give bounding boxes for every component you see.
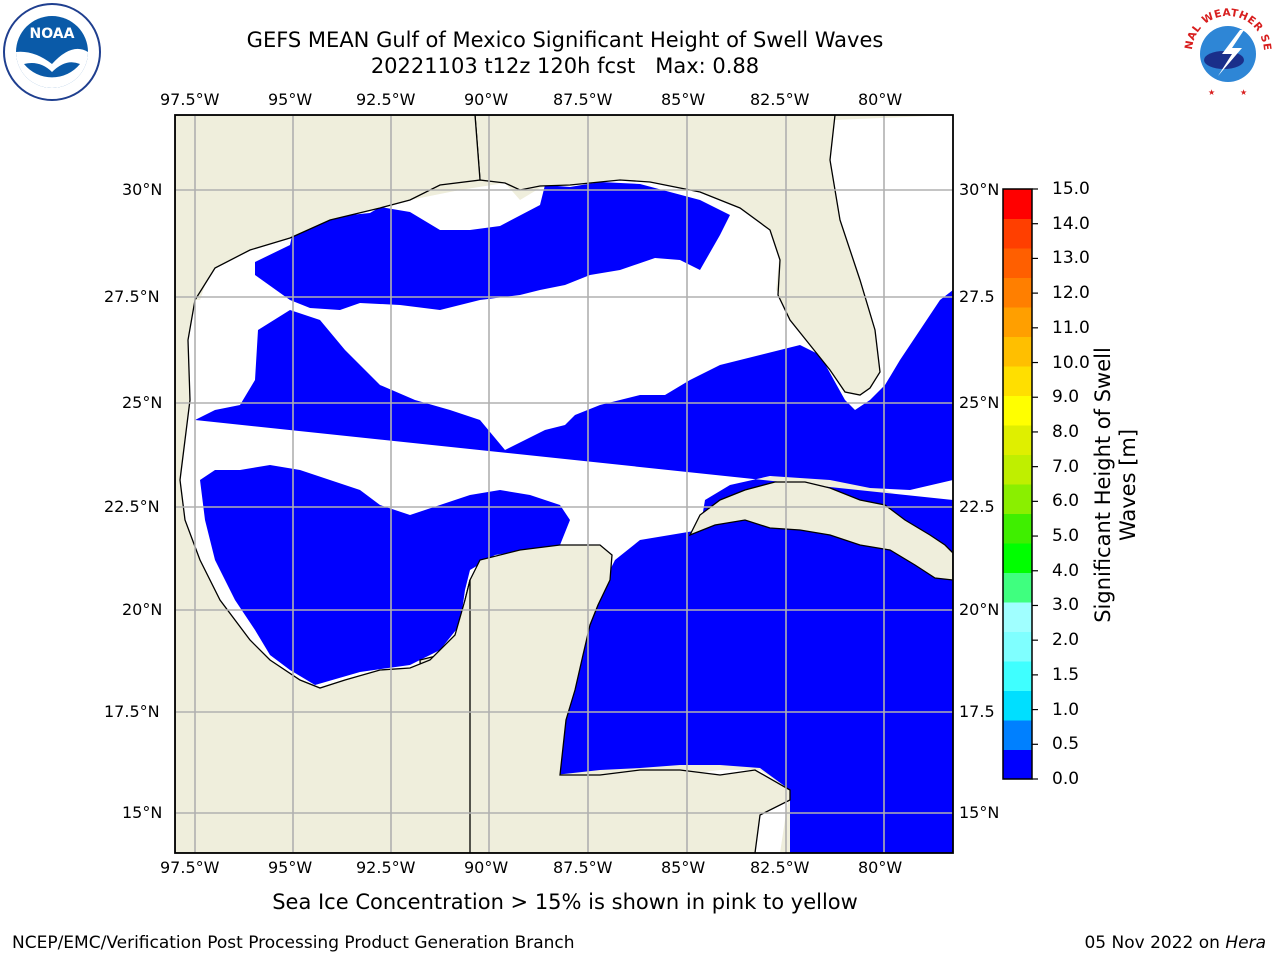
lat-label: 27.5°N	[104, 287, 160, 306]
colorbar-swatch	[1003, 543, 1032, 573]
colorbar-tick-label: 1.0	[1052, 699, 1080, 720]
colorbar-swatch	[1003, 366, 1032, 396]
lat-label: 20°N	[959, 600, 1000, 619]
florida-land	[474, 115, 881, 396]
colorbar-tick-label: 5.0	[1052, 526, 1080, 547]
lon-label: 87.5°W	[553, 858, 613, 877]
colorbar-swatch	[1003, 484, 1032, 514]
machine-name: Hera	[1225, 933, 1266, 953]
colorbar-swatch	[1003, 395, 1032, 426]
chart-title: GEFS MEAN Gulf of Mexico Significant Hei…	[246, 28, 884, 52]
colorbar-swatch	[1003, 690, 1032, 721]
map-frame	[174, 114, 954, 854]
credit-text: NCEP/EMC/Verification Post Processing Pr…	[12, 933, 575, 953]
lat-label: 30°N	[959, 180, 1000, 199]
lon-label: 82.5°W	[750, 90, 810, 109]
lat-label: 25°N	[959, 393, 1000, 412]
colorbar-tick-label: 10.0	[1052, 352, 1090, 373]
colorbar-tick-label: 1.5	[1052, 664, 1080, 685]
mexico-land	[175, 115, 481, 853]
nws-logo: NATIONAL WEATHER SERVICE ★ ★	[1178, 2, 1276, 100]
date-stamp: 05 Nov 2022 on Hera	[1084, 933, 1266, 953]
lat-label: 27.5	[959, 287, 995, 306]
chart-subtitle: 20221103 t12z 120h fcst Max: 0.88	[370, 54, 760, 78]
lat-label: 17.5°N	[104, 702, 160, 721]
colorbar-swatch	[1003, 336, 1032, 367]
lat-label: 22.5°N	[104, 497, 160, 516]
colorbar-swatch	[1003, 661, 1032, 691]
lat-label: 22.5	[959, 497, 995, 516]
colorbar-tick-label: 9.0	[1052, 387, 1080, 408]
lat-label: 30°N	[122, 180, 163, 199]
colorbar-swatch	[1003, 631, 1032, 662]
colorbar-label-line2: Waves [m]	[1116, 428, 1140, 542]
colorbar-swatch	[1003, 218, 1032, 249]
colorbar-swatch	[1003, 425, 1032, 455]
colorbar-tick-label: 12.0	[1052, 283, 1090, 304]
lat-label: 20°N	[122, 600, 163, 619]
colorbar-swatch	[1003, 572, 1032, 603]
colorbar-tick-label: 3.0	[1052, 595, 1080, 616]
noaa-logo-text: NOAA	[30, 26, 75, 42]
lon-label: 80°W	[858, 90, 903, 109]
colorbar-frame	[1002, 188, 1033, 780]
colorbar-tick-label: 15.0	[1052, 179, 1090, 199]
lon-label: 85°W	[661, 90, 706, 109]
sea-ice-note: Sea Ice Concentration > 15% is shown in …	[272, 890, 858, 914]
colorbar-tick-label: 2.0	[1052, 630, 1080, 651]
lon-label: 80°W	[858, 858, 903, 877]
lon-label: 90°W	[464, 858, 509, 877]
colorbar-swatch	[1003, 720, 1032, 750]
gulf-swell-area	[255, 182, 730, 310]
lat-label: 15°N	[959, 803, 1000, 822]
lon-label: 87.5°W	[553, 90, 613, 109]
colorbar-label-line1: Significant Height of Swell	[1091, 347, 1115, 623]
colorbar-tick-label: 13.0	[1052, 248, 1090, 269]
colorbar-tick-label: 7.0	[1052, 456, 1080, 477]
map-gridlines	[175, 115, 953, 853]
lon-label: 97.5°W	[160, 858, 220, 877]
colorbar-swatch	[1003, 248, 1032, 278]
colorbar-tick-label: 0.5	[1052, 734, 1080, 755]
lat-label: 25°N	[122, 393, 163, 412]
lat-label: 15°N	[122, 803, 163, 822]
colorbar-swatch	[1003, 749, 1032, 780]
lon-label: 85°W	[661, 858, 706, 877]
lon-label: 97.5°W	[160, 90, 220, 109]
svg-text:★: ★	[1208, 88, 1215, 97]
colorbar-swatch	[1003, 513, 1032, 544]
colorbar-tick-label: 0.0	[1052, 769, 1080, 789]
colorbar-swatch	[1003, 277, 1032, 308]
colorbar-tick-label: 6.0	[1052, 491, 1080, 512]
lat-label: 17.5	[959, 702, 995, 721]
colorbar-swatch	[1003, 189, 1032, 219]
lon-label: 82.5°W	[750, 858, 810, 877]
lon-label: 92.5°W	[356, 90, 416, 109]
colorbar-swatch	[1003, 307, 1032, 337]
colorbar-tick-label: 8.0	[1052, 421, 1080, 442]
colorbar	[1003, 188, 1038, 780]
colorbar-tick-label: 11.0	[1052, 317, 1090, 338]
lon-label: 95°W	[268, 90, 313, 109]
colorbar-label: Significant Height of Swell Waves [m]	[1091, 347, 1141, 623]
colorbar-swatch	[1003, 602, 1032, 632]
colorbar-swatch	[1003, 454, 1032, 485]
svg-text:★: ★	[1240, 88, 1247, 97]
date-text: 05 Nov 2022 on	[1084, 933, 1226, 953]
lon-label: 95°W	[268, 858, 313, 877]
noaa-logo: NOAA	[3, 3, 101, 101]
colorbar-tick-label: 14.0	[1052, 213, 1090, 234]
lon-label: 92.5°W	[356, 858, 416, 877]
lon-label: 90°W	[464, 90, 509, 109]
colorbar-tick-label: 4.0	[1052, 560, 1080, 581]
